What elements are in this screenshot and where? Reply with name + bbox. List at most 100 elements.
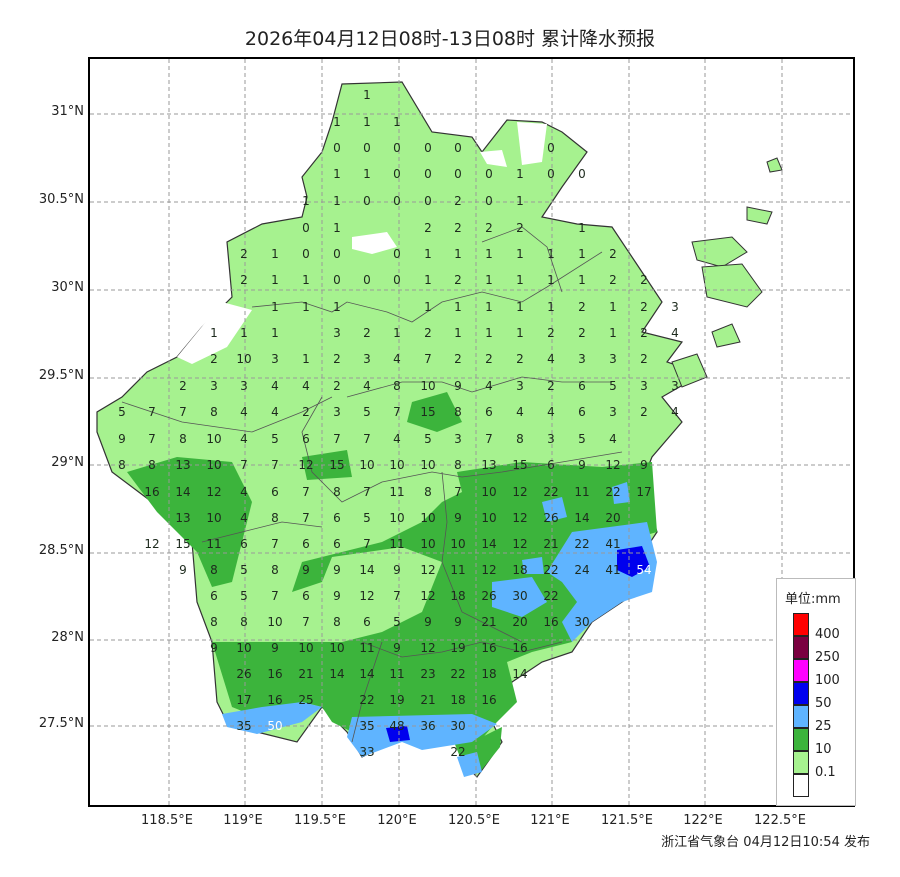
- grid-value: 1: [547, 300, 555, 314]
- grid-value: 7: [393, 405, 401, 419]
- grid-value: 6: [210, 589, 218, 603]
- grid-value: 4: [609, 432, 617, 446]
- grid-value: 11: [450, 563, 465, 577]
- grid-value: 9: [454, 615, 462, 629]
- grid-value: 16: [543, 615, 558, 629]
- grid-value: 6: [302, 432, 310, 446]
- grid-value: 2: [363, 326, 371, 340]
- grid-value: 7: [363, 485, 371, 499]
- grid-value: 3: [578, 352, 586, 366]
- grid-value: 3: [671, 300, 679, 314]
- legend-swatch-400plus: [793, 613, 809, 636]
- grid-value: 18: [450, 589, 465, 603]
- grid-value: 18: [481, 667, 496, 681]
- grid-value: 4: [271, 379, 279, 393]
- grid-value: 9: [302, 563, 310, 577]
- grid-value: 0: [302, 221, 310, 235]
- grid-value: 2: [578, 326, 586, 340]
- grid-value: 0: [424, 141, 432, 155]
- grid-value: 7: [302, 511, 310, 525]
- legend-label-50: 50: [815, 696, 832, 711]
- grid-value: 5: [118, 405, 126, 419]
- grid-value: 7: [485, 432, 493, 446]
- lat-label-29-5: 29.5°N: [38, 368, 84, 383]
- grid-value: 0: [485, 167, 493, 181]
- grid-value: 7: [393, 589, 401, 603]
- grid-value: 14: [359, 667, 374, 681]
- grid-value: 3: [547, 432, 555, 446]
- grid-value: 17: [236, 693, 251, 707]
- grid-value: 21: [298, 667, 313, 681]
- rain-50-100: [386, 546, 650, 742]
- grid-value: 18: [512, 563, 527, 577]
- grid-value: 11: [389, 485, 404, 499]
- grid-value: 4: [240, 511, 248, 525]
- grid-value: 1: [547, 247, 555, 261]
- grid-value: 13: [175, 458, 190, 472]
- grid-value: 2: [547, 379, 555, 393]
- grid-value: 1: [393, 115, 401, 129]
- grid-value: 8: [210, 563, 218, 577]
- grid-value: 1: [240, 326, 248, 340]
- grid-value: 8: [516, 432, 524, 446]
- grid-value: 14: [481, 537, 496, 551]
- grid-value: 12: [420, 589, 435, 603]
- grid-value: 11: [389, 537, 404, 551]
- grid-value: 5: [240, 563, 248, 577]
- grid-value: 8: [333, 485, 341, 499]
- grid-value: 1: [485, 326, 493, 340]
- grid-value: 2: [485, 352, 493, 366]
- grid-value: 4: [302, 379, 310, 393]
- grid-value: 6: [333, 537, 341, 551]
- grid-value: 12: [206, 485, 221, 499]
- lat-label-30-5: 30.5°N: [38, 192, 84, 207]
- grid-value: 1: [516, 247, 524, 261]
- lon-label-121-5: 121.5°E: [601, 813, 653, 828]
- grid-value: 1: [333, 300, 341, 314]
- grid-value: 16: [481, 641, 496, 655]
- grid-value: 26: [236, 667, 251, 681]
- grid-value: 1: [424, 300, 432, 314]
- grid-value: 3: [210, 379, 218, 393]
- grid-value: 8: [240, 615, 248, 629]
- grid-value: 22: [605, 485, 620, 499]
- map-title: 2026年04月12日08时-13日08时 累计降水预报: [244, 28, 656, 50]
- grid-value: 3: [454, 432, 462, 446]
- grid-value: 2: [578, 300, 586, 314]
- grid-value: 0: [333, 273, 341, 287]
- grid-value: 0: [302, 247, 310, 261]
- grid-value: 22: [543, 563, 558, 577]
- grid-value: 2: [640, 405, 648, 419]
- lon-label-120-5: 120.5°E: [448, 813, 500, 828]
- grid-value: 8: [118, 458, 126, 472]
- grid-value: 7: [240, 458, 248, 472]
- grid-value: 12: [420, 563, 435, 577]
- grid-value: 12: [605, 458, 620, 472]
- grid-value: 1: [333, 167, 341, 181]
- grid-value: 2: [640, 273, 648, 287]
- grid-value: 1: [210, 326, 218, 340]
- grid-value: 21: [543, 537, 558, 551]
- legend-label-0-1: 0.1: [815, 765, 836, 780]
- grid-value: 48: [389, 719, 404, 733]
- grid-value: 9: [454, 379, 462, 393]
- grid-value: 4: [393, 352, 401, 366]
- grid-value: 8: [333, 615, 341, 629]
- grid-value: 6: [578, 405, 586, 419]
- grid-value: 2: [454, 194, 462, 208]
- grid-value: 11: [206, 537, 221, 551]
- grid-value: 14: [329, 667, 344, 681]
- grid-value: 3: [516, 379, 524, 393]
- grid-value: 2: [454, 221, 462, 235]
- grid-value: 5: [363, 405, 371, 419]
- grid-value: 1: [609, 300, 617, 314]
- grid-value: 35: [236, 719, 251, 733]
- grid-value: 2: [640, 352, 648, 366]
- grid-value: 1: [485, 300, 493, 314]
- grid-value: 8: [148, 458, 156, 472]
- grid-value: 10: [389, 511, 404, 525]
- grid-value: 33: [359, 745, 374, 759]
- grid-value: 30: [574, 615, 589, 629]
- grid-value: 1: [578, 247, 586, 261]
- grid-value: 5: [609, 379, 617, 393]
